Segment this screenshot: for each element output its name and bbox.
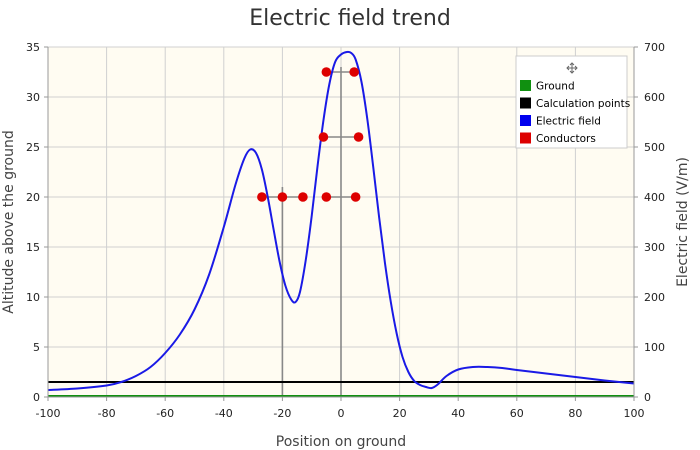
conductor-point: [321, 67, 332, 77]
x-tick-label: -60: [156, 407, 174, 420]
y-right-tick-label: 0: [644, 391, 651, 404]
x-tick-label: -100: [36, 407, 61, 420]
conductor-point: [350, 192, 361, 202]
x-tick-label: 20: [393, 407, 407, 420]
legend-label: Electric field: [536, 116, 601, 128]
conductor-point: [353, 132, 364, 142]
electric-field-curve: [47, 50, 635, 391]
legend-label: Conductors: [536, 133, 596, 145]
y-left-tick-label: 30: [26, 91, 40, 104]
y-right-tick-label: 100: [644, 341, 665, 354]
y-left-axis-title: Altitude above the ground: [1, 130, 17, 314]
y-right-tick-label: 400: [644, 191, 665, 204]
x-tick-label: 100: [624, 407, 645, 420]
x-tick-label: 60: [510, 407, 524, 420]
legend-move-icon[interactable]: [566, 62, 578, 74]
legend: Ground Calculation points Electric field Co…: [515, 55, 630, 149]
y-right-axis-title: Electric field (V/m): [675, 157, 691, 287]
conductor-point: [349, 67, 359, 77]
y-left-tick-label: 0: [33, 391, 40, 404]
y-right-tick-label: 200: [644, 291, 665, 304]
y-right-tick-label: 300: [644, 241, 665, 254]
chart-title: Electric field trend: [249, 6, 451, 31]
x-tick-label: 0: [338, 407, 345, 420]
x-tick-label: -20: [273, 407, 291, 420]
y-left-tick-label: 5: [33, 341, 40, 354]
y-left-tick-label: 20: [26, 191, 40, 204]
x-tick-label: -40: [215, 407, 233, 420]
conductor-point: [318, 132, 329, 142]
y-right-tick-label: 600: [644, 91, 665, 104]
legend-swatch: [520, 115, 531, 126]
legend-label: Calculation points: [536, 98, 630, 110]
legend-swatch: [520, 132, 531, 144]
y-left-tick-label: 15: [26, 241, 40, 254]
y-left-tick-label: 25: [26, 141, 40, 154]
y-left-tick-label: 35: [26, 41, 40, 54]
conductor-point: [257, 192, 267, 202]
conductor-point: [277, 192, 288, 202]
legend-swatch: [520, 97, 531, 109]
y-right-tick-label: 700: [644, 41, 665, 54]
x-tick-label: -80: [98, 407, 116, 420]
x-tick-label: 40: [451, 407, 465, 420]
legend-label: Ground: [536, 81, 575, 93]
y-right-tick-label: 500: [644, 141, 665, 154]
x-axis-title: Position on ground: [276, 434, 406, 450]
legend-swatch: [520, 80, 531, 91]
conductor-point: [298, 192, 308, 202]
y-left-tick-label: 10: [26, 291, 40, 304]
conductor-point: [321, 192, 332, 202]
x-tick-label: 80: [568, 407, 582, 420]
